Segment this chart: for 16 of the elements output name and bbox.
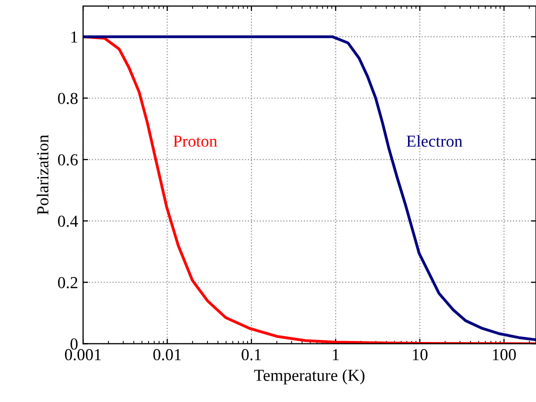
y-tick-label: 1	[71, 32, 78, 43]
x-axis-title: Temperature (K)	[254, 369, 364, 384]
y-axis-title: Polarization	[36, 134, 48, 215]
x-tick-label: 10	[412, 349, 428, 360]
series-label: Electron	[406, 135, 462, 147]
x-tick-label: 100	[492, 349, 516, 360]
y-tick-label: 0.8	[58, 92, 78, 104]
series-label: Proton	[173, 136, 218, 147]
y-tick-label: 0	[70, 338, 78, 350]
y-tick-label: 0.2	[58, 277, 78, 288]
x-tick-label: 0.1	[242, 349, 261, 360]
x-tick-label: 0.001	[64, 349, 101, 360]
y-tick-label: 0.4	[58, 216, 78, 227]
x-tick-label: 1	[332, 349, 339, 360]
y-tick-label: 0.6	[58, 154, 78, 166]
x-tick-label: 0.01	[153, 349, 181, 360]
